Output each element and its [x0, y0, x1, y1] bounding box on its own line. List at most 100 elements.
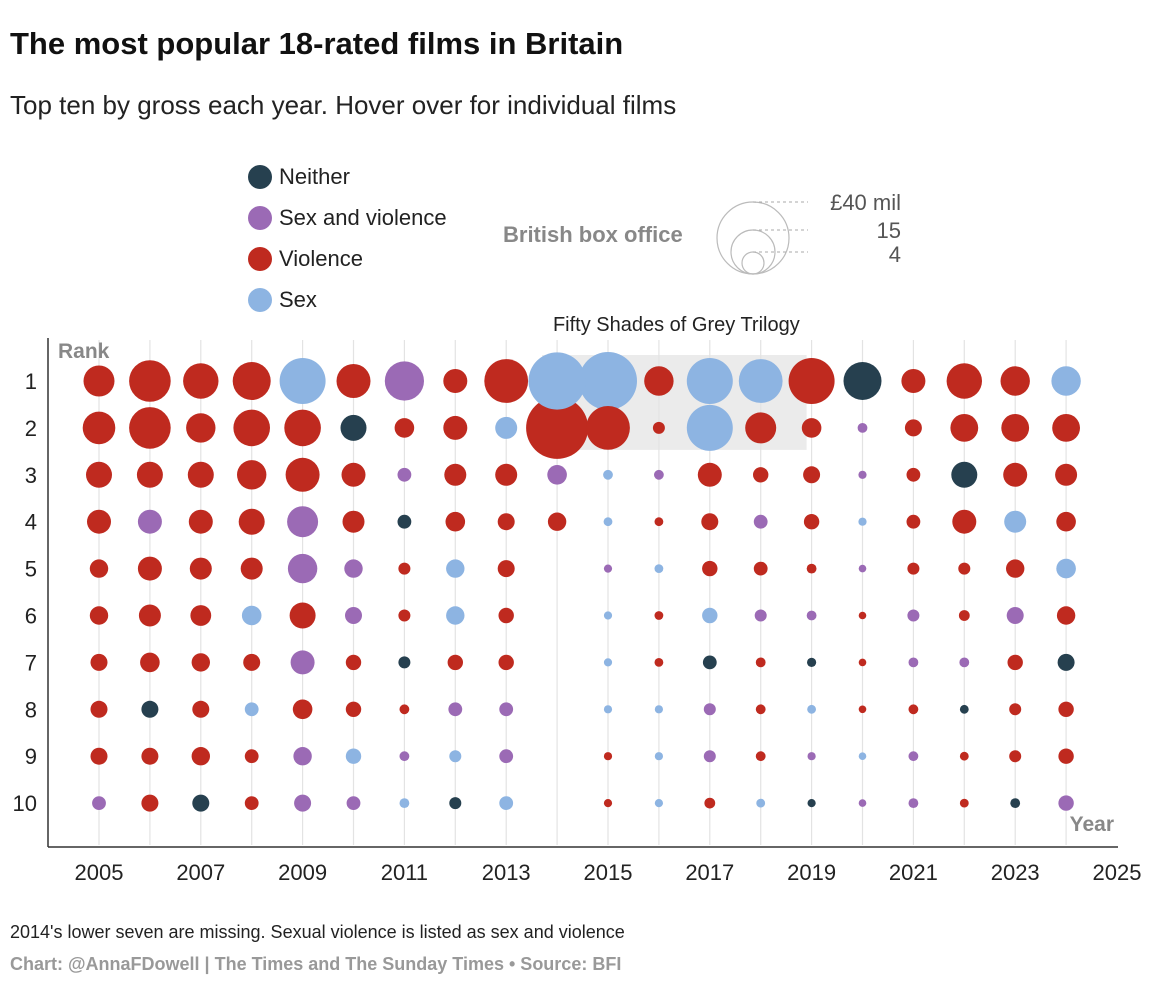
bubble-2006-rank-10[interactable] [141, 794, 159, 812]
bubble-2018-rank-7[interactable] [755, 657, 766, 668]
legend-item-neither[interactable]: Neither [248, 156, 447, 197]
bubble-2007-rank-1[interactable] [183, 363, 219, 399]
bubble-2018-rank-2[interactable] [745, 412, 777, 444]
bubble-2023-rank-7[interactable] [1007, 654, 1023, 671]
bubble-2009-rank-3[interactable] [285, 457, 320, 492]
bubble-2011-rank-7[interactable] [398, 656, 411, 669]
bubble-2023-rank-8[interactable] [1009, 703, 1022, 716]
bubble-2010-rank-3[interactable] [341, 462, 366, 487]
bubble-2015-rank-3[interactable] [603, 469, 613, 480]
bubble-2008-rank-1[interactable] [232, 362, 271, 400]
bubble-2017-rank-5[interactable] [702, 560, 718, 577]
bubble-2010-rank-9[interactable] [345, 748, 362, 764]
bubble-2012-rank-5[interactable] [446, 559, 465, 578]
bubble-2011-rank-10[interactable] [399, 798, 410, 808]
bubble-2020-rank-6[interactable] [858, 611, 867, 620]
bubble-2011-rank-5[interactable] [398, 562, 411, 575]
bubble-2010-rank-1[interactable] [336, 364, 371, 398]
bubble-2006-rank-4[interactable] [137, 509, 162, 534]
bubble-2011-rank-8[interactable] [399, 704, 410, 715]
bubble-2012-rank-10[interactable] [449, 797, 462, 810]
bubble-2020-rank-3[interactable] [858, 470, 867, 479]
bubble-2016-rank-9[interactable] [654, 752, 664, 761]
bubble-2021-rank-6[interactable] [907, 609, 920, 622]
bubble-2021-rank-10[interactable] [908, 798, 919, 808]
bubble-2007-rank-9[interactable] [191, 747, 210, 766]
bubble-2022-rank-9[interactable] [959, 751, 969, 761]
bubble-2023-rank-3[interactable] [1003, 462, 1028, 487]
bubble-2019-rank-10[interactable] [807, 799, 816, 808]
bubble-2010-rank-6[interactable] [345, 607, 362, 624]
bubble-2017-rank-10[interactable] [704, 797, 716, 809]
bubble-2006-rank-8[interactable] [141, 700, 159, 718]
bubble-2006-rank-5[interactable] [137, 556, 162, 581]
bubble-2008-rank-5[interactable] [240, 557, 263, 580]
bubble-2013-rank-1[interactable] [484, 359, 529, 403]
bubble-2015-rank-6[interactable] [603, 611, 613, 620]
bubble-2013-rank-7[interactable] [498, 654, 514, 671]
bubble-2023-rank-10[interactable] [1010, 798, 1021, 808]
bubble-2012-rank-2[interactable] [443, 415, 468, 440]
bubble-2013-rank-3[interactable] [495, 463, 518, 486]
bubble-2024-rank-10[interactable] [1058, 795, 1074, 811]
bubble-2019-rank-3[interactable] [803, 466, 821, 484]
bubble-2022-rank-10[interactable] [959, 798, 969, 808]
bubble-2007-rank-8[interactable] [192, 700, 210, 718]
bubble-2024-rank-8[interactable] [1058, 701, 1074, 717]
bubble-2015-rank-2[interactable] [586, 406, 630, 450]
bubble-2005-rank-2[interactable] [82, 411, 116, 445]
bubble-2016-rank-7[interactable] [654, 658, 664, 667]
bubble-2005-rank-6[interactable] [89, 606, 109, 625]
bubble-2014-rank-2[interactable] [526, 396, 589, 459]
bubble-2024-rank-3[interactable] [1055, 463, 1078, 486]
bubble-2008-rank-6[interactable] [241, 605, 262, 626]
bubble-2024-rank-1[interactable] [1051, 366, 1081, 396]
bubble-2020-rank-1[interactable] [843, 362, 882, 400]
bubble-2020-rank-4[interactable] [858, 517, 867, 526]
bubble-2017-rank-9[interactable] [703, 750, 716, 763]
bubble-2016-rank-5[interactable] [654, 564, 664, 573]
bubble-2021-rank-1[interactable] [901, 369, 926, 393]
bubble-2017-rank-1[interactable] [686, 358, 733, 404]
bubble-2022-rank-1[interactable] [946, 363, 982, 399]
bubble-2018-rank-4[interactable] [753, 514, 768, 529]
bubble-2008-rank-7[interactable] [243, 653, 261, 671]
bubble-2005-rank-10[interactable] [92, 796, 106, 810]
bubble-2020-rank-5[interactable] [858, 564, 867, 573]
bubble-2008-rank-2[interactable] [233, 409, 270, 447]
bubble-2007-rank-10[interactable] [192, 794, 210, 812]
bubble-2011-rank-2[interactable] [394, 418, 415, 438]
bubble-2020-rank-10[interactable] [858, 799, 867, 807]
bubble-2005-rank-7[interactable] [90, 653, 108, 671]
bubble-2013-rank-4[interactable] [497, 513, 515, 531]
bubble-2021-rank-4[interactable] [906, 514, 921, 529]
bubble-2022-rank-6[interactable] [958, 610, 970, 621]
bubble-2017-rank-8[interactable] [703, 703, 716, 716]
bubble-2011-rank-3[interactable] [397, 467, 412, 482]
bubble-2018-rank-6[interactable] [754, 609, 767, 622]
bubble-2010-rank-2[interactable] [340, 414, 367, 441]
bubble-2024-rank-6[interactable] [1056, 606, 1076, 625]
bubble-2015-rank-4[interactable] [603, 517, 613, 527]
bubble-2023-rank-9[interactable] [1009, 750, 1022, 763]
bubble-2012-rank-3[interactable] [444, 463, 467, 486]
bubble-2007-rank-7[interactable] [191, 653, 210, 672]
bubble-2021-rank-3[interactable] [906, 467, 921, 482]
bubble-2010-rank-10[interactable] [346, 796, 361, 810]
bubble-2015-rank-10[interactable] [603, 799, 613, 808]
bubble-2011-rank-6[interactable] [398, 609, 411, 622]
bubble-2007-rank-4[interactable] [188, 509, 213, 534]
bubble-2008-rank-8[interactable] [244, 702, 259, 717]
bubble-2013-rank-2[interactable] [495, 416, 518, 439]
bubble-2018-rank-1[interactable] [738, 359, 783, 403]
bubble-2009-rank-6[interactable] [289, 602, 316, 629]
bubble-2014-rank-4[interactable] [547, 512, 567, 531]
bubble-2013-rank-10[interactable] [499, 796, 514, 810]
bubble-2022-rank-4[interactable] [952, 509, 977, 534]
bubble-2013-rank-5[interactable] [497, 560, 515, 578]
legend-item-violence[interactable]: Violence [248, 238, 447, 279]
bubble-2019-rank-8[interactable] [807, 704, 816, 714]
bubble-2013-rank-8[interactable] [499, 702, 514, 717]
bubble-2019-rank-6[interactable] [806, 610, 817, 621]
bubble-2012-rank-9[interactable] [449, 750, 462, 763]
